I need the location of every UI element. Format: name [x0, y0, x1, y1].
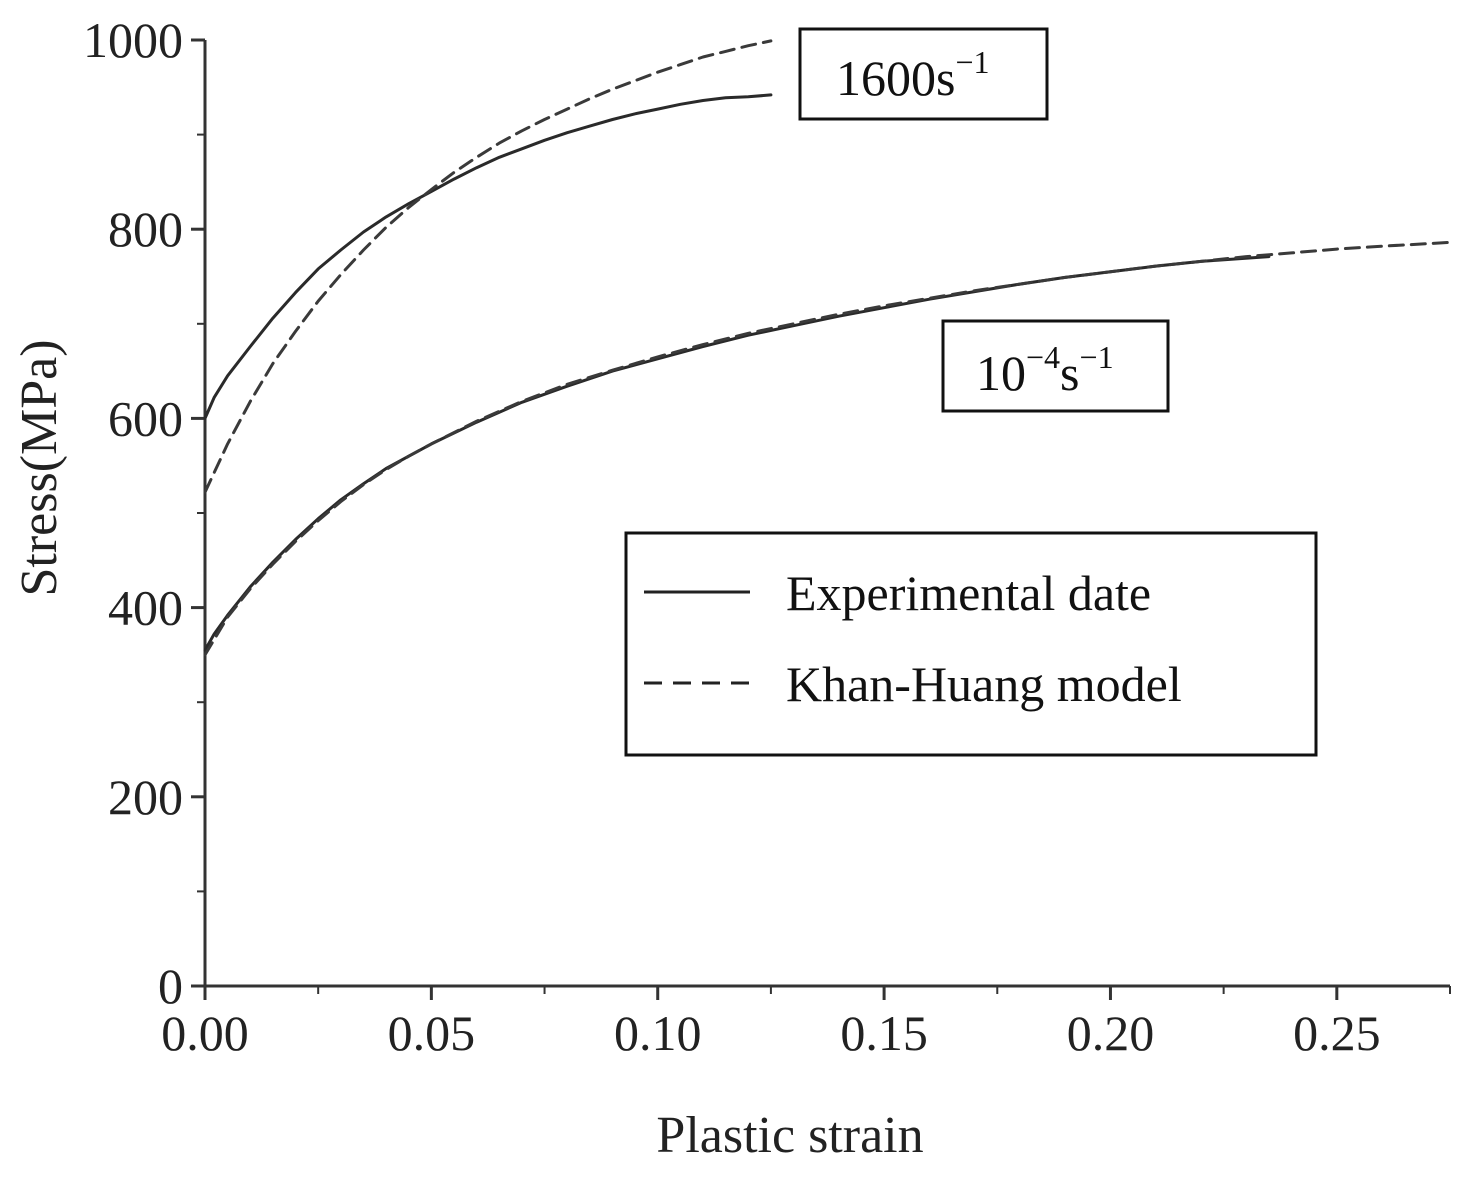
x-tick-label-0.10: 0.10	[614, 1005, 702, 1061]
annotation-quasistatic-label: 10−4s−1	[976, 339, 1114, 401]
x-tick-label-0.20: 0.20	[1067, 1005, 1155, 1061]
y-tick-label-600: 600	[108, 390, 183, 446]
annotation-1600-label: 1600s−1	[836, 44, 990, 106]
annotation-box-quasistatic: 10−4s−1	[941, 319, 1170, 413]
annotation-1600-base: 1600s	[836, 50, 955, 106]
series-line-1600s-1-solid	[203, 93, 773, 420]
x-tick-label-0.00: 0.00	[161, 1005, 249, 1061]
series-line-10-4-s-1-dashed	[203, 240, 1452, 657]
y-tick-label-200: 200	[108, 769, 183, 825]
legend-label-experimental: Experimental date	[786, 565, 1151, 621]
legend: Experimental date Khan-Huang model	[624, 531, 1318, 757]
annotation-quasistatic-mid: s	[1060, 345, 1079, 401]
series-layer	[203, 39, 1452, 657]
ticks-layer: 0 200 400 600 800 1000 0.00 0.05 0.10 0.15 0.20 0.2…	[83, 12, 1451, 1061]
series-line-1600s-1-dashed	[203, 39, 773, 494]
x-tick-label-0.25: 0.25	[1293, 1005, 1381, 1061]
y-tick-label-400: 400	[108, 580, 183, 636]
annotation-1600-exp: −1	[955, 44, 989, 80]
y-axis-title: Stress(MPa)	[11, 339, 68, 596]
annotation-quasistatic-exp2: −1	[1080, 339, 1114, 375]
y-tick-label-0: 0	[158, 958, 183, 1014]
y-tick-label-800: 800	[108, 201, 183, 257]
annotation-box-1600: 1600s−1	[798, 27, 1049, 121]
legend-label-model: Khan-Huang model	[786, 656, 1182, 712]
annotation-quasistatic-exp1: −4	[1026, 339, 1060, 375]
y-tick-label-1000: 1000	[83, 12, 183, 68]
x-tick-label-0.05: 0.05	[388, 1005, 476, 1061]
x-tick-label-0.15: 0.15	[840, 1005, 928, 1061]
annotation-quasistatic-base: 10	[976, 345, 1026, 401]
x-axis-title: Plastic strain	[656, 1107, 923, 1164]
